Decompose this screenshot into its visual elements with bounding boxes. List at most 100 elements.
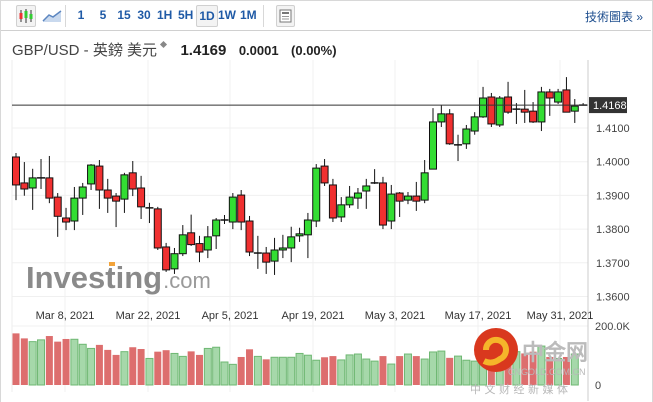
timeframe-15[interactable]: 15 [117, 8, 131, 22]
report-button[interactable] [276, 5, 295, 27]
timeframe-30[interactable]: 30 [137, 8, 151, 22]
timeframe-1h[interactable]: 1H [157, 8, 173, 22]
volume-bar [403, 353, 412, 386]
volume-bar [154, 351, 162, 385]
candle-body [162, 246, 171, 271]
volume-bar [470, 360, 479, 386]
volume-bar [246, 349, 254, 385]
volume-bar [362, 358, 371, 386]
candle-body [212, 219, 221, 237]
volume-bar [562, 356, 570, 385]
cngold-logo-text: 中金网 [522, 340, 588, 366]
volume-bar [87, 347, 96, 386]
volume-bar [329, 356, 337, 385]
candlestick-chart-button[interactable] [16, 5, 36, 27]
candle-body [53, 196, 62, 217]
technical-chart-link[interactable]: 技術圖表 » [584, 10, 643, 24]
volume-bar [78, 343, 87, 386]
candle-body [362, 185, 371, 192]
candle-body [504, 96, 513, 113]
candle-body [378, 182, 387, 226]
candle-body [78, 186, 87, 199]
volume-bar [379, 356, 387, 385]
candle-body [328, 184, 337, 219]
divider [263, 5, 264, 27]
volume-bar [253, 355, 262, 386]
x-tick-label: May 3, 2021 [365, 310, 426, 322]
y-tick-label: 1.3600 [596, 292, 630, 304]
timeframe-1w[interactable]: 1W [218, 8, 236, 22]
volume-bar [54, 341, 62, 385]
candle-body [287, 236, 296, 249]
candle-body [437, 113, 446, 123]
candle-body [245, 220, 254, 253]
candle-body [570, 105, 579, 112]
candle-body [445, 113, 454, 145]
timeframe-5h[interactable]: 5H [178, 8, 194, 22]
candle-body [403, 195, 412, 201]
candlestick-icon [19, 9, 33, 23]
candle-body [412, 195, 421, 202]
candle-body [303, 219, 312, 236]
volume-bar [137, 349, 145, 385]
candle-body [520, 108, 529, 113]
x-tick-label: Mar 22, 2021 [116, 310, 181, 322]
toolbar: 1 5 15 30 1H 5H 1D 1W 1M 技術圖表 » [1, 1, 651, 31]
candle-body [562, 89, 571, 113]
timeframe-1m[interactable]: 1M [240, 8, 257, 22]
volume-bar [429, 351, 437, 386]
volume-bar [454, 355, 463, 386]
volume-bar [187, 351, 195, 385]
candle-body [345, 196, 354, 206]
current-price-tag [589, 97, 627, 114]
volume-bar [228, 363, 237, 386]
volume-bar [62, 338, 70, 385]
y-tick-label: 1.3800 [596, 224, 630, 236]
candle-body [312, 167, 321, 222]
volume-bar [337, 359, 346, 386]
volume-bar [170, 352, 179, 386]
candle-body [178, 234, 187, 255]
volume-bar [353, 353, 362, 386]
candle-body [62, 217, 71, 223]
volume-bar [412, 356, 420, 385]
candle-body [228, 196, 237, 223]
candle-body [120, 174, 129, 200]
candle-body [320, 165, 329, 184]
timeframe-1d[interactable]: 1D [196, 5, 218, 27]
volume-bar [237, 356, 245, 385]
volume-bar [178, 355, 187, 386]
candle-body [487, 96, 496, 125]
candle-body [395, 192, 404, 202]
volume-bar [212, 346, 221, 386]
x-tick-label: Apr 19, 2021 [282, 310, 345, 322]
candle-body [28, 177, 37, 189]
line-chart-button[interactable] [41, 5, 63, 25]
candle-body [153, 208, 162, 249]
investing-logo: Investing [26, 260, 162, 295]
volume-bar [262, 359, 270, 385]
volume-bar [37, 339, 46, 386]
current-price-label: 1.4168 [593, 100, 627, 112]
price-change: 0.0001 [238, 43, 279, 58]
candle-body [195, 243, 204, 253]
pair-name: GBP/USD - 英鎊 美元 [12, 42, 158, 59]
candle-body [203, 236, 212, 251]
timeframe-1[interactable]: 1 [77, 8, 85, 22]
candle-body [353, 192, 362, 199]
candle-body [270, 249, 279, 262]
candle-body [537, 91, 546, 123]
line-chart-icon [42, 10, 62, 22]
timeframe-5[interactable]: 5 [99, 8, 107, 22]
volume-bar [278, 356, 287, 386]
volume-bar [45, 336, 53, 385]
candle-body [495, 97, 504, 126]
cngold-logo-icon [474, 328, 518, 372]
candle-body [45, 177, 54, 199]
y-tick-label: 1.3900 [596, 190, 630, 202]
candle-body [295, 233, 304, 237]
candle-body [95, 165, 104, 191]
price-change-percent: (0.00%) [291, 43, 337, 58]
volume-tick-label: 0 [595, 380, 601, 392]
